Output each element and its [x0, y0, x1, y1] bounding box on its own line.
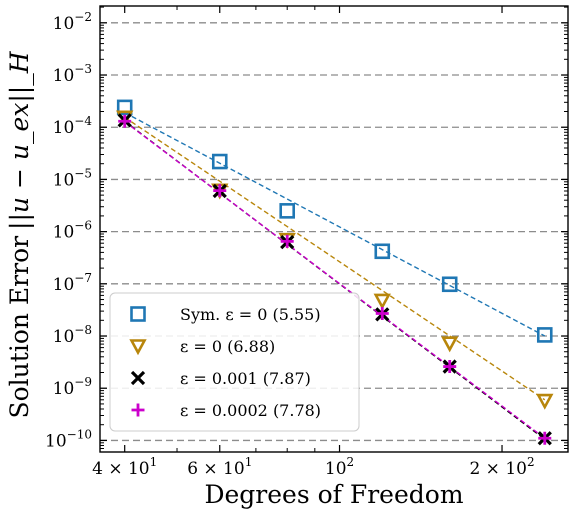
square-marker	[116, 99, 133, 116]
square-marker	[279, 203, 296, 219]
x-tick-label: 4 × 101	[92, 455, 157, 479]
square-marker	[211, 153, 228, 170]
plus-marker	[538, 431, 552, 445]
y-tick-label: 10−3	[53, 62, 92, 86]
y-tick-label: 10−7	[53, 271, 92, 295]
fit-line	[124, 116, 546, 401]
y-axis-label: Solution Error	[5, 236, 34, 419]
square-marker	[130, 306, 146, 322]
y-tick-label: 10−2	[53, 10, 92, 34]
plot-frame	[99, 5, 569, 453]
plus-marker	[375, 307, 389, 321]
legend-label: ε = 0 (6.88)	[180, 337, 275, 356]
y-tick-label: 10−8	[53, 323, 92, 347]
legend-label: ε = 0.0002 (7.78)	[180, 401, 321, 420]
y-tick-label: 10−9	[53, 375, 92, 399]
square-marker	[536, 327, 553, 343]
y-axis-title-text: Solution Error ||u − u_ex||_H	[5, 50, 35, 418]
plus-marker	[443, 360, 457, 374]
axis-ticks: 10−10 10−9 10−8 10−7 10−6 10−5 10−4 10−3 10−2 4 ×…	[45, 6, 568, 479]
y-tick-label: 10−4	[53, 114, 93, 138]
y-tick-label: 10−6	[53, 219, 92, 243]
y-tick-label: 10−10	[45, 427, 92, 451]
legend-box	[109, 292, 360, 432]
plus-marker	[118, 114, 132, 128]
plus-marker	[280, 234, 294, 248]
y-axis-title: Solution Error ||u − u_ex||_H	[5, 50, 35, 418]
x-tick-label: 2 × 102	[469, 455, 534, 479]
legend-label: Sym. ε = 0 (5.55)	[180, 305, 321, 324]
fit-line	[124, 112, 546, 337]
triangle-marker	[536, 393, 554, 410]
x-tick-label: 6 × 101	[187, 455, 252, 479]
square-marker	[374, 243, 391, 260]
triangle-marker	[441, 336, 459, 353]
plus-marker	[131, 403, 145, 417]
data-markers	[116, 99, 554, 446]
x-axis-title: Degrees of Freedom	[204, 480, 463, 509]
x-tick-label: 102	[325, 455, 354, 479]
fit-lines	[124, 112, 546, 440]
plus-marker	[213, 184, 227, 198]
square-marker	[441, 276, 458, 293]
x-marker	[130, 370, 146, 386]
y-tick-label: 10−5	[53, 166, 92, 190]
legend: Sym. ε = 0 (5.55) ε = 0 (6.88) ε = 0.001 (…	[109, 292, 360, 432]
triangle-marker	[373, 293, 391, 310]
triangle-marker	[129, 339, 147, 356]
y-axis-norm: ||u − u_ex||_H	[5, 50, 35, 230]
legend-label: ε = 0.001 (7.87)	[180, 369, 311, 388]
